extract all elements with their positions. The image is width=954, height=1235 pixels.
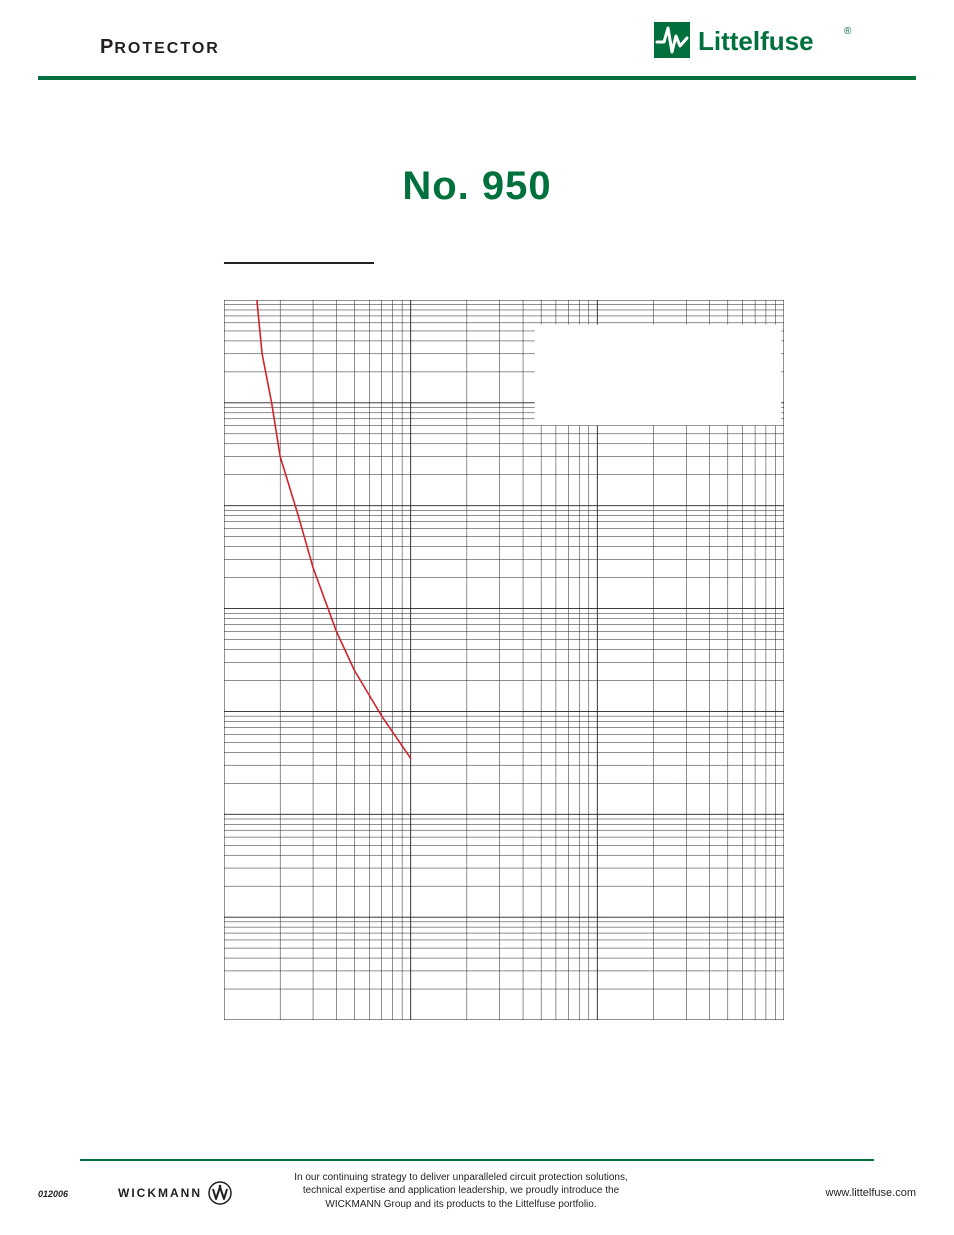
date-code: 012006 [38, 1189, 68, 1199]
wickmann-wordmark: WICKMANN [118, 1186, 202, 1200]
footer-blurb-line-3: WICKMANN Group and its products to the L… [268, 1198, 654, 1212]
brand-logo: Littelfuse ® [654, 18, 854, 62]
page: PROTECTOR Littelfuse ® No. 950 012006 WI… [0, 0, 954, 1235]
category-rest: ROTECTOR [114, 40, 219, 57]
svg-text:®: ® [844, 26, 852, 37]
time-current-chart [224, 300, 784, 1020]
chart-note-box [535, 324, 781, 425]
footer-blurb-line-1: In our continuing strategy to deliver un… [268, 1171, 654, 1185]
footer-blurb-line-2: technical expertise and application lead… [268, 1184, 654, 1198]
category-label: PROTECTOR [100, 36, 220, 59]
page-title: No. 950 [0, 164, 954, 209]
page-footer: 012006 WICKMANN In our continuing strate… [0, 1165, 954, 1215]
wickmann-mark-icon [208, 1181, 232, 1205]
wickmann-logo: WICKMANN [118, 1179, 238, 1207]
header-rule [38, 76, 916, 80]
page-header: PROTECTOR Littelfuse ® [0, 0, 954, 80]
footer-url: www.littelfuse.com [826, 1187, 916, 1199]
section-underline [224, 262, 374, 264]
brand-wordmark: Littelfuse [698, 26, 814, 56]
footer-rule [80, 1159, 874, 1161]
category-first-letter: P [100, 36, 114, 58]
footer-blurb: In our continuing strategy to deliver un… [268, 1171, 654, 1212]
